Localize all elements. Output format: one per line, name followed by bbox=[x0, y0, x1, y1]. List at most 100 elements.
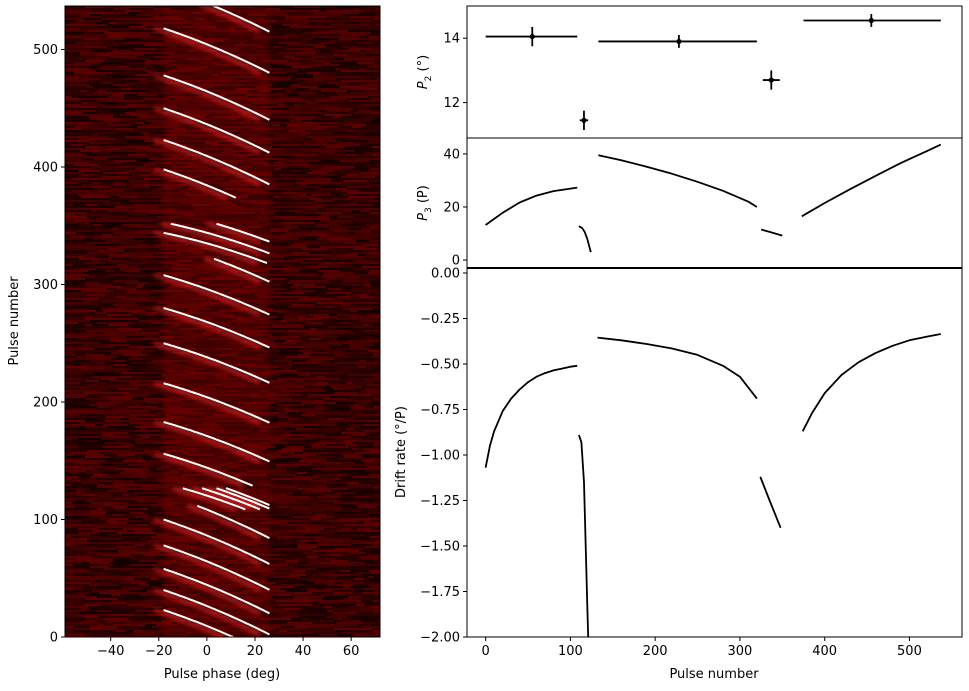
noise-cell bbox=[268, 270, 281, 272]
noise-cell bbox=[281, 222, 288, 224]
noise-cell bbox=[333, 388, 354, 390]
noise-cell bbox=[369, 58, 375, 60]
noise-cell bbox=[264, 380, 284, 382]
noise-cell bbox=[359, 482, 380, 484]
noise-cell bbox=[367, 380, 373, 382]
noise-cell bbox=[88, 394, 115, 396]
noise-cell bbox=[272, 84, 280, 86]
noise-cell bbox=[265, 462, 276, 464]
noise-cell bbox=[65, 426, 79, 428]
noise-cell bbox=[85, 6, 104, 8]
noise-cell bbox=[329, 372, 342, 374]
noise-cell bbox=[294, 156, 321, 158]
noise-cell bbox=[65, 446, 78, 448]
noise-cell bbox=[340, 304, 351, 306]
noise-cell bbox=[149, 198, 162, 200]
noise-cell bbox=[270, 16, 285, 18]
noise-cell bbox=[75, 462, 99, 464]
noise-cell bbox=[308, 26, 330, 28]
noise-cell bbox=[355, 58, 369, 60]
noise-cell bbox=[347, 398, 374, 400]
noise-cell bbox=[314, 310, 320, 312]
noise-cell bbox=[65, 374, 84, 376]
noise-cell bbox=[103, 310, 122, 312]
noise-cell bbox=[86, 188, 93, 190]
noise-cell bbox=[348, 130, 354, 132]
noise-cell bbox=[138, 304, 152, 306]
noise-cell bbox=[88, 58, 106, 60]
noise-cell bbox=[279, 160, 287, 162]
noise-cell bbox=[85, 338, 98, 340]
noise-cell bbox=[65, 112, 82, 114]
noise-cell bbox=[294, 150, 304, 152]
noise-cell bbox=[98, 164, 108, 166]
noise-cell bbox=[271, 48, 287, 50]
noise-cell bbox=[356, 246, 365, 248]
noise-cell bbox=[125, 360, 152, 362]
noise-cell bbox=[128, 276, 145, 278]
noise-cell bbox=[295, 452, 303, 454]
noise-cell bbox=[270, 440, 279, 442]
noise-cell bbox=[65, 258, 79, 260]
noise-cell bbox=[284, 226, 298, 228]
noise-cell bbox=[320, 190, 341, 192]
noise-cell bbox=[354, 362, 380, 364]
noise-cell bbox=[100, 308, 107, 310]
noise-cell bbox=[65, 182, 77, 184]
noise-cell bbox=[80, 352, 93, 354]
noise-cell bbox=[314, 222, 327, 224]
noise-cell bbox=[265, 112, 287, 114]
noise-cell bbox=[370, 492, 380, 494]
noise-cell bbox=[303, 294, 322, 296]
noise-cell bbox=[103, 446, 129, 448]
noise-cell bbox=[346, 284, 364, 286]
noise-cell bbox=[305, 316, 313, 318]
noise-cell bbox=[354, 130, 379, 132]
noise-cell bbox=[135, 74, 154, 76]
noise-cell bbox=[322, 250, 347, 252]
noise-cell bbox=[376, 8, 380, 10]
noise-cell bbox=[373, 446, 380, 448]
noise-cell bbox=[157, 406, 168, 408]
noise-cell bbox=[65, 150, 80, 152]
noise-cell bbox=[140, 272, 157, 274]
noise-cell bbox=[271, 236, 286, 238]
noise-cell bbox=[79, 412, 98, 414]
noise-cell bbox=[65, 230, 92, 232]
noise-cell bbox=[369, 418, 380, 420]
noise-cell bbox=[115, 384, 132, 386]
noise-cell bbox=[294, 104, 300, 106]
noise-cell bbox=[318, 476, 338, 478]
noise-cell bbox=[152, 452, 171, 454]
noise-cell bbox=[100, 54, 110, 56]
noise-cell bbox=[378, 156, 380, 158]
noise-cell bbox=[138, 212, 149, 214]
noise-cell bbox=[128, 494, 138, 496]
noise-cell bbox=[140, 130, 167, 132]
noise-cell bbox=[284, 158, 306, 160]
noise-cell bbox=[99, 482, 112, 484]
noise-cell bbox=[326, 384, 353, 386]
noise-cell bbox=[274, 260, 297, 262]
noise-cell bbox=[98, 190, 124, 192]
noise-cell bbox=[151, 470, 170, 472]
noise-cell bbox=[155, 182, 167, 184]
noise-cell bbox=[95, 424, 103, 426]
noise-cell bbox=[371, 188, 380, 190]
noise-cell bbox=[344, 58, 355, 60]
noise-cell bbox=[343, 418, 355, 420]
noise-cell bbox=[65, 468, 82, 470]
noise-cell bbox=[146, 68, 162, 70]
noise-cell bbox=[289, 86, 298, 88]
noise-cell bbox=[113, 114, 120, 116]
noise-cell bbox=[150, 264, 173, 266]
noise-cell bbox=[86, 398, 108, 400]
noise-cell bbox=[312, 402, 336, 404]
noise-cell bbox=[87, 30, 108, 32]
noise-cell bbox=[269, 136, 296, 138]
noise-cell bbox=[364, 152, 380, 154]
noise-cell bbox=[65, 238, 84, 240]
noise-cell bbox=[92, 74, 106, 76]
noise-cell bbox=[120, 268, 126, 270]
noise-cell bbox=[352, 40, 378, 42]
